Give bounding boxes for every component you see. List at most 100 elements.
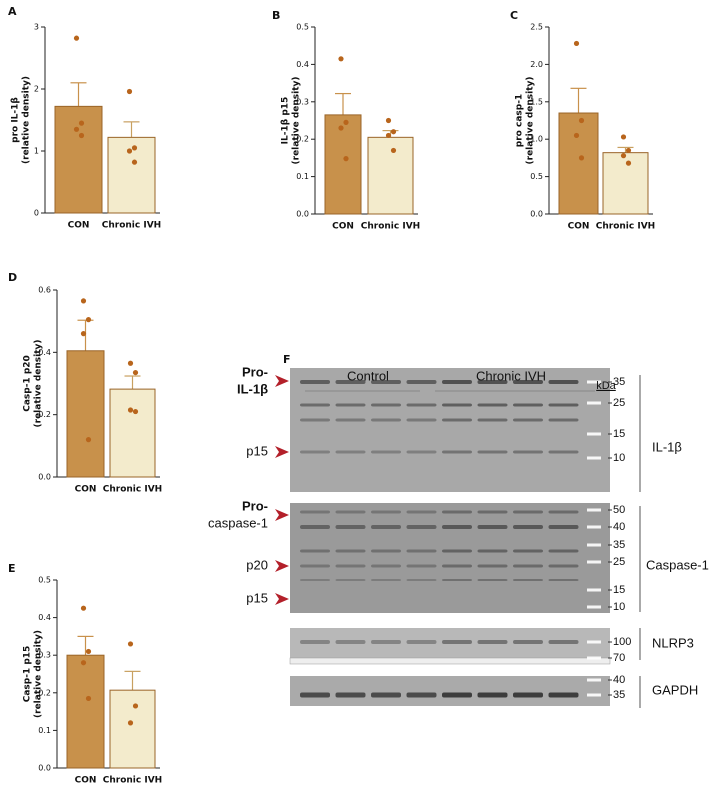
data-point <box>80 331 87 337</box>
x-tick-label: CON <box>332 222 354 232</box>
y-tick-label: 0.3 <box>38 651 51 660</box>
data-point <box>80 298 87 304</box>
panel-label: F <box>283 353 291 366</box>
band <box>300 549 330 553</box>
data-point <box>127 407 134 413</box>
band <box>371 579 401 581</box>
band <box>477 549 508 553</box>
band <box>477 564 508 568</box>
band <box>442 640 472 644</box>
band <box>477 403 508 407</box>
y-tick-label: 0.1 <box>296 172 309 181</box>
y-tick-label: 1.5 <box>530 97 543 106</box>
band <box>477 640 508 644</box>
western-blot <box>289 368 641 708</box>
band <box>371 380 401 384</box>
band <box>300 579 330 581</box>
band <box>406 403 437 407</box>
band <box>335 403 366 407</box>
band <box>300 564 330 568</box>
data-point <box>385 117 392 124</box>
bar <box>66 350 105 478</box>
x-tick-label: CON <box>75 485 97 495</box>
band <box>548 418 579 422</box>
bar <box>367 136 414 215</box>
y-tick-label: 0.5 <box>530 172 543 181</box>
band <box>300 418 330 422</box>
band <box>442 380 472 384</box>
blot-box <box>290 503 610 613</box>
y-axis-label: (relative density) <box>34 340 44 428</box>
y-axis-label: (relative density) <box>526 77 536 165</box>
band <box>548 510 579 514</box>
band <box>442 418 472 422</box>
data-point <box>85 648 92 655</box>
data-point <box>573 132 580 139</box>
band <box>300 525 330 529</box>
data-point <box>127 720 134 726</box>
y-tick-label: 0.0 <box>530 210 543 219</box>
panel-label: E <box>8 562 16 575</box>
band <box>335 418 366 422</box>
data-point <box>127 641 134 647</box>
y-tick-label: 0.5 <box>296 23 309 32</box>
band <box>442 549 472 553</box>
band <box>442 692 472 698</box>
band <box>406 510 437 514</box>
kda-marker: 35 <box>613 539 625 551</box>
band <box>548 450 579 454</box>
bar <box>109 689 156 769</box>
band <box>513 640 543 644</box>
y-axis-label: pro casp-1 <box>515 94 525 147</box>
protein-label: IL-1β <box>652 439 682 454</box>
band <box>300 380 330 384</box>
band <box>406 450 437 454</box>
x-tick-label: CON <box>75 776 97 786</box>
y-axis-label: Casp-1 p15 <box>23 646 33 703</box>
data-point <box>390 147 397 154</box>
data-point <box>78 120 85 126</box>
panel-label: C <box>510 9 518 22</box>
data-point <box>132 408 139 415</box>
bar <box>54 105 103 214</box>
panel-label: D <box>8 271 17 284</box>
x-tick-label: Chronic IVH <box>361 222 420 232</box>
x-tick-label: Chronic IVH <box>103 485 162 495</box>
arrow <box>275 446 289 458</box>
band <box>477 450 508 454</box>
band <box>335 450 366 454</box>
y-tick-label: 0.1 <box>38 726 51 735</box>
band <box>477 418 508 422</box>
y-tick-label: 0.5 <box>38 576 51 585</box>
data-point <box>131 145 138 151</box>
blot-box <box>290 368 610 492</box>
band <box>513 692 543 698</box>
band <box>477 510 508 514</box>
group-label: Chronic IVH <box>476 368 546 383</box>
band <box>442 525 472 529</box>
band <box>300 403 330 407</box>
ladder-band <box>587 380 601 384</box>
ladder-band <box>587 678 601 682</box>
band <box>548 579 579 581</box>
y-tick-label: 0 <box>34 209 39 218</box>
band <box>513 403 543 407</box>
data-point <box>127 360 134 366</box>
data-point <box>126 88 133 95</box>
data-point <box>620 153 627 159</box>
band <box>406 549 437 553</box>
kda-marker: 40 <box>613 521 625 533</box>
band <box>406 692 437 698</box>
ladder-band <box>587 693 601 697</box>
band <box>300 510 330 514</box>
data-point <box>573 40 580 47</box>
band-label: caspase-1 <box>208 515 268 530</box>
bar <box>66 654 105 769</box>
y-tick-label: 0.2 <box>38 410 51 419</box>
bar <box>107 136 156 214</box>
ladder-band <box>587 560 601 564</box>
ladder-band <box>587 525 601 529</box>
blot-strip <box>289 657 611 665</box>
band <box>513 510 543 514</box>
band <box>442 510 472 514</box>
